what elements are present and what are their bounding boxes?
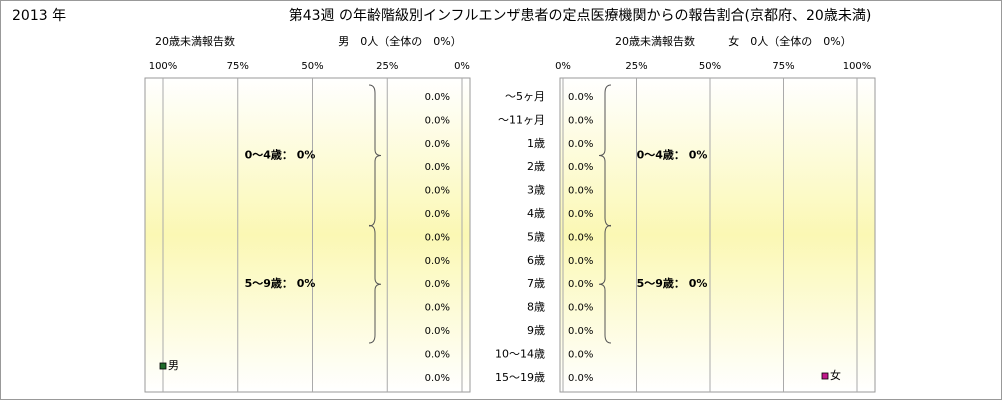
brace — [368, 84, 382, 227]
x-tick-label: 75% — [227, 61, 249, 72]
value-label: 0.0% — [568, 232, 593, 243]
value-label: 0.0% — [568, 326, 593, 337]
x-tick-label: 25% — [625, 61, 647, 72]
brace — [598, 224, 612, 344]
category-label: 4歳 — [527, 207, 545, 220]
value-label: 0.0% — [425, 186, 450, 197]
subtitle: 20歳未満報告数 — [615, 35, 695, 48]
plot-area — [144, 77, 471, 393]
annotation: 0～4歳： 0% — [637, 148, 708, 162]
summary: 男 0人（全体の 0%） — [338, 34, 461, 48]
legend-swatch — [159, 362, 167, 370]
value-label: 0.0% — [425, 209, 450, 220]
x-tick-label: 25% — [376, 61, 398, 72]
value-label: 0.0% — [425, 162, 450, 173]
category-label: 8歳 — [527, 301, 545, 314]
year: 2013 年 — [12, 8, 66, 24]
value-label: 0.0% — [568, 186, 593, 197]
category-label: ～11ヶ月 — [498, 113, 545, 126]
value-label: 0.0% — [425, 256, 450, 267]
category-label: 5歳 — [527, 230, 545, 243]
category-label: 3歳 — [527, 184, 545, 197]
plot-area — [559, 77, 876, 393]
value-label: 0.0% — [425, 326, 450, 337]
value-label: 0.0% — [568, 279, 593, 290]
value-label: 0.0% — [568, 139, 593, 150]
annotation: 5～9歳： 0% — [637, 276, 708, 290]
value-label: 0.0% — [425, 115, 450, 126]
legend-swatch — [821, 372, 829, 380]
category-label: 2歳 — [527, 160, 545, 173]
value-label: 0.0% — [568, 162, 593, 173]
legend-label: 男 — [168, 359, 179, 372]
value-label: 0.0% — [425, 139, 450, 150]
value-label: 0.0% — [425, 232, 450, 243]
x-tick-label: 100% — [843, 61, 872, 72]
value-label: 0.0% — [568, 115, 593, 126]
x-tick-label: 100% — [149, 61, 178, 72]
x-tick-label: 50% — [699, 61, 721, 72]
value-label: 0.0% — [425, 349, 450, 360]
value-label: 0.0% — [568, 92, 593, 103]
brace — [368, 224, 382, 344]
category-label: 15～19歳 — [495, 371, 545, 384]
brace — [598, 84, 612, 227]
x-tick-label: 50% — [301, 61, 323, 72]
value-label: 0.0% — [425, 373, 450, 384]
value-label: 0.0% — [568, 256, 593, 267]
chart-title: 第43週 の年齢階級別インフルエンザ患者の定点医療機関からの報告割合(京都府、2… — [289, 7, 872, 24]
x-tick-label: 0% — [454, 61, 470, 72]
category-label: ～5ヶ月 — [505, 90, 545, 103]
category-label: 7歳 — [527, 277, 545, 290]
annotation: 0～4歳： 0% — [245, 148, 316, 162]
value-label: 0.0% — [568, 373, 593, 384]
x-tick-label: 75% — [772, 61, 794, 72]
value-label: 0.0% — [568, 349, 593, 360]
category-label: 6歳 — [527, 254, 545, 267]
value-label: 0.0% — [568, 303, 593, 314]
x-tick-label: 0% — [555, 61, 571, 72]
subtitle: 20歳未満報告数 — [155, 35, 235, 48]
category-label: 9歳 — [527, 324, 545, 337]
annotation: 5～9歳： 0% — [245, 276, 316, 290]
value-label: 0.0% — [425, 92, 450, 103]
value-label: 0.0% — [425, 279, 450, 290]
summary: 女 0人（全体の 0%） — [728, 34, 851, 48]
legend-label: 女 — [830, 368, 841, 382]
value-label: 0.0% — [425, 303, 450, 314]
category-label: 1歳 — [527, 137, 545, 150]
category-label: 10～14歳 — [495, 347, 545, 360]
value-label: 0.0% — [568, 209, 593, 220]
